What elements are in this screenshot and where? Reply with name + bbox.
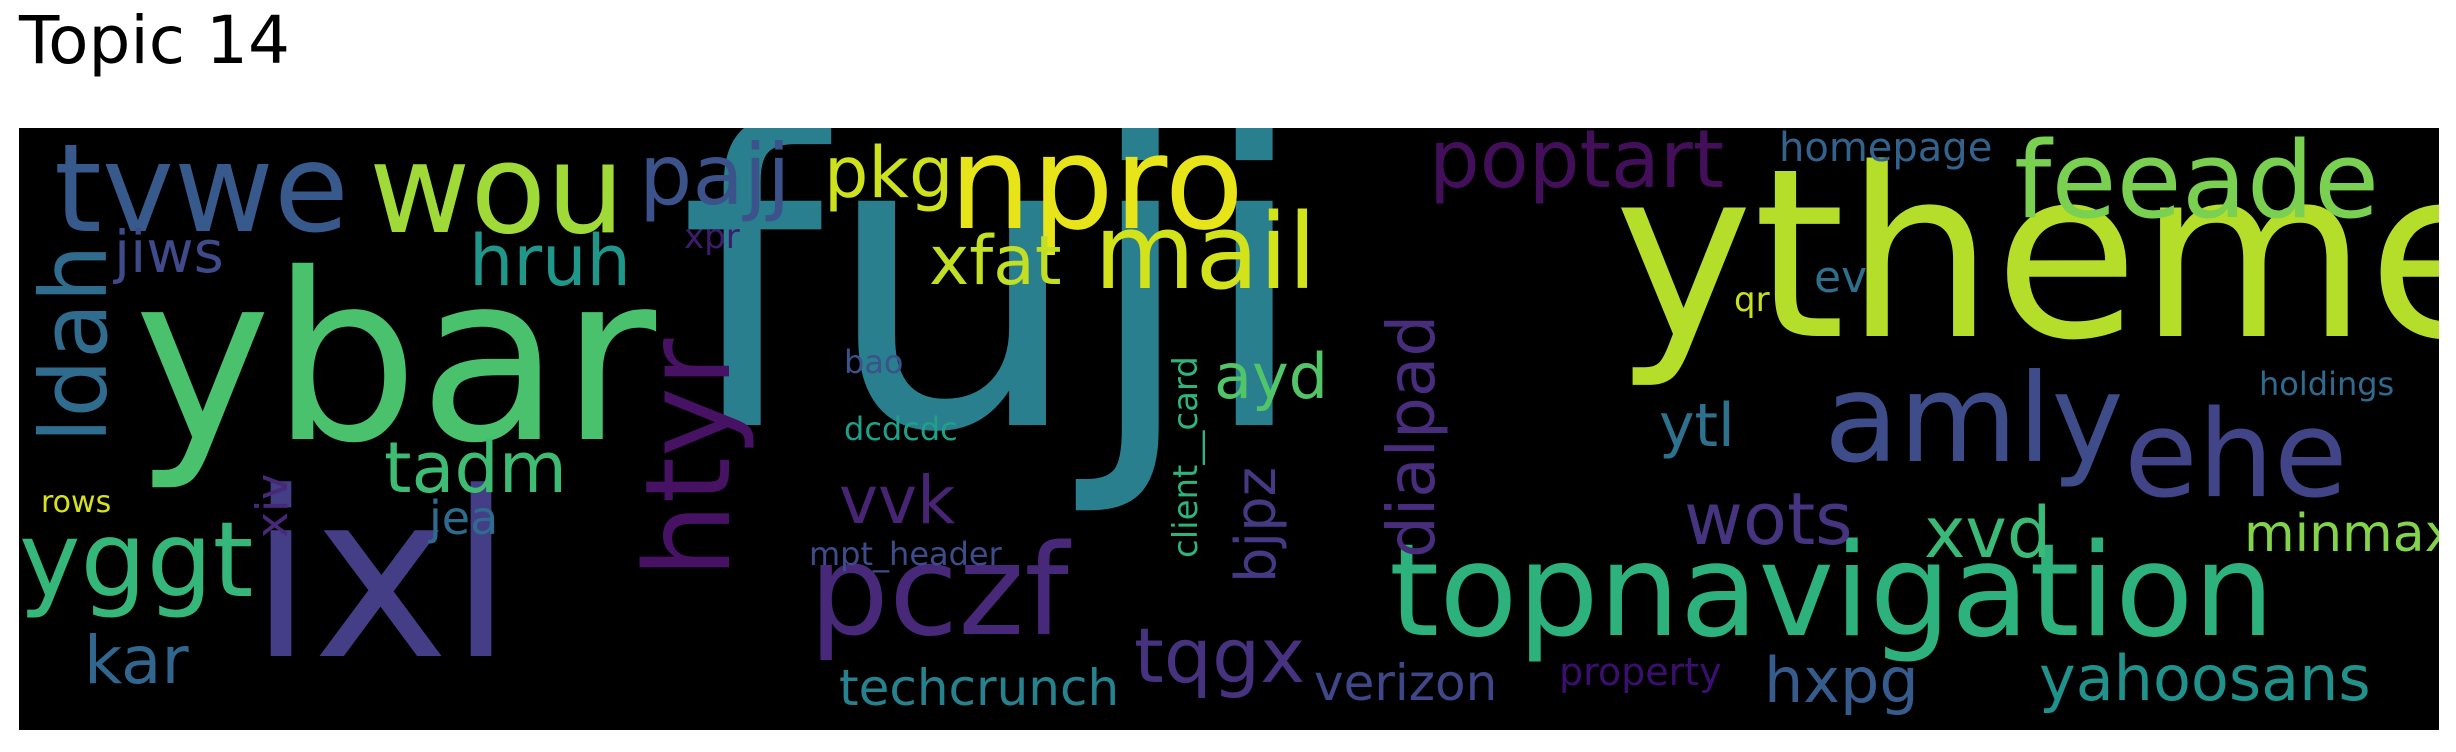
word-htyr: htyr	[619, 338, 757, 578]
word-homepage: homepage	[1779, 128, 1993, 171]
word-holdings: holdings	[2259, 365, 2395, 403]
word-minmax: minmax	[2244, 504, 2439, 564]
word-hruh: hruh	[469, 220, 631, 302]
word-poptart: poptart	[1429, 128, 1725, 206]
word-amly: amly	[1824, 348, 2124, 490]
word-qr: qr	[1734, 280, 1770, 320]
word-wots: wots	[1684, 477, 1853, 561]
word-ytheme: ytheme	[1614, 128, 2439, 392]
word-property: property	[1559, 650, 1722, 694]
word-mpt-header: mpt_header	[809, 535, 1002, 573]
word-dialpad: dialpad	[1373, 314, 1450, 558]
word-wou: wou	[369, 128, 625, 262]
word-vvk: vvk	[839, 462, 956, 539]
word-rows: rows	[41, 485, 112, 520]
word-cloud: fuji ytheme ybar ixl topnavigation npro …	[19, 128, 2439, 730]
word-ldah: ldah	[21, 244, 128, 443]
word-verizon: verizon	[1314, 654, 1498, 712]
page-title: Topic 14	[19, 2, 290, 79]
word-ybar: ybar	[134, 224, 657, 494]
word-ayd: ayd	[1214, 340, 1329, 413]
word-jiws: jiws	[114, 218, 224, 286]
word-jea: jea	[429, 491, 499, 545]
word-yggt: yggt	[19, 499, 254, 621]
word-tqgx: tqgx	[1134, 611, 1306, 700]
word-dcdcdc: dcdcdc	[844, 410, 958, 448]
word-pkg: pkg	[824, 132, 954, 214]
word-mail: mail	[1094, 191, 1317, 313]
word-bao: bao	[844, 343, 904, 381]
word-ixl: ixl	[249, 444, 513, 711]
word-npro: npro	[949, 128, 1245, 259]
word-ev: ev	[1814, 252, 1868, 303]
word-yahoosans: yahoosans	[2039, 642, 2371, 715]
word-xiv: xiv	[247, 473, 298, 538]
word-techcrunch: techcrunch	[839, 659, 1120, 717]
word-tadm: tadm	[384, 427, 567, 509]
word-xpr: xpr	[684, 217, 740, 257]
word-bjpz: bjpz	[1224, 466, 1289, 583]
word-ehe: ehe	[2124, 386, 2348, 525]
word-pczf: pczf	[809, 517, 1069, 664]
word-feeade: feeade	[2014, 128, 2380, 242]
word-pajj: pajj	[639, 128, 791, 224]
word-client-card: client__card	[1166, 356, 1206, 558]
word-fuji: fuji	[679, 128, 1312, 522]
word-xvd: xvd	[1924, 492, 2052, 574]
word-hxpg: hxpg	[1764, 644, 1919, 717]
word-topnavigation: topnavigation	[1389, 517, 2275, 666]
word-ytl: ytl	[1659, 391, 1735, 461]
word-tvwe: tvwe	[54, 128, 349, 260]
word-kar: kar	[84, 622, 189, 699]
word-xfat: xfat	[929, 222, 1062, 301]
